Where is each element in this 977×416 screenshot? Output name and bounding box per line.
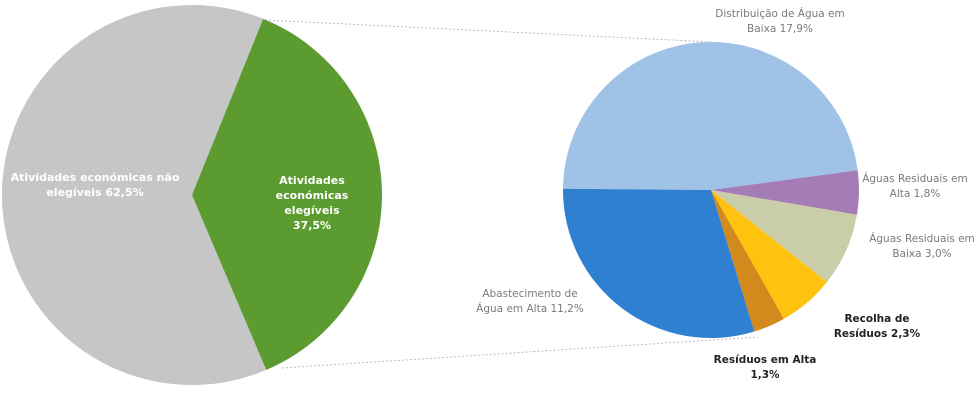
slice-name: Águas Residuais em Alta — [862, 173, 968, 200]
pie-slice — [2, 5, 267, 386]
slice-label: Águas Residuais em Alta 1,8% — [853, 172, 977, 202]
slice-value: 1,8% — [913, 188, 941, 200]
slice-label: Atividades económicas elegíveis 37,5% — [267, 173, 357, 233]
pie-slice — [563, 188, 755, 339]
slice-label: Resíduos em Alta 1,3% — [710, 353, 820, 383]
connector — [281, 336, 759, 369]
pie-slice — [192, 18, 382, 370]
slice-label: Distribuição de Água em Baixa 17,9% — [705, 7, 855, 37]
pie-slice — [711, 190, 784, 332]
pie-slice — [563, 41, 858, 190]
slice-name: Atividades económicas não elegíveis — [10, 171, 180, 199]
slice-value: 62,5% — [105, 186, 144, 199]
connector — [264, 19, 713, 43]
slice-label: Águas Residuais em Baixa 3,0% — [867, 232, 977, 262]
slice-value: 1,3% — [750, 369, 780, 381]
slice-name: Águas Residuais em Baixa — [869, 233, 975, 260]
slice-name: Distribuição de Água em Baixa — [715, 8, 845, 35]
pie-slice — [711, 170, 859, 215]
slice-value: 3,0% — [924, 248, 952, 260]
slice-name: Resíduos em Alta — [713, 354, 817, 366]
slice-value: 17,9% — [779, 23, 813, 35]
pie-slice — [711, 190, 827, 319]
slice-label: Recolha de Resíduos 2,3% — [822, 312, 932, 342]
slice-label: Abastecimento de Água em Alta 11,2% — [470, 287, 590, 317]
slice-value: 37,5% — [292, 219, 332, 232]
pie-slice — [711, 190, 857, 282]
slice-name: Abastecimento de Água em Alta — [476, 288, 578, 315]
slice-value: 2,3% — [891, 328, 921, 340]
slice-name: Recolha de Resíduos — [833, 313, 910, 340]
slice-label: Atividades económicas não elegíveis 62,5… — [8, 170, 183, 200]
slice-value: 11,2% — [550, 303, 584, 315]
slice-name: Atividades económicas elegíveis — [275, 174, 349, 217]
